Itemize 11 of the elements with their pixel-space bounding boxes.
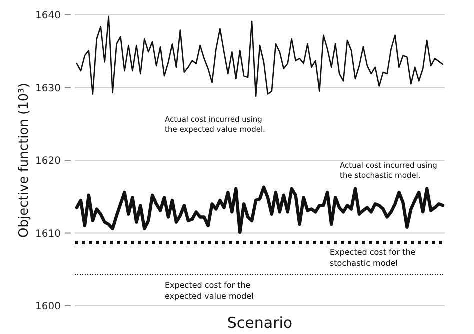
line-series	[76, 16, 444, 98]
y-tick-label: 1630	[36, 83, 61, 94]
ref-line-label: Expected cost for the stochastic model	[330, 248, 416, 268]
line-series	[75, 186, 445, 234]
y-tick-label: 1610	[36, 228, 61, 240]
y-axis-title: Objective function (10³)	[17, 83, 32, 238]
ref-line-label: Expected cost for the expected value model	[165, 281, 254, 301]
x-axis-title: Scenario	[227, 314, 293, 332]
y-tick-label: 1640	[36, 10, 61, 22]
y-tick-label: 1620	[36, 156, 61, 167]
y-tick-label: 1600	[36, 302, 61, 312]
